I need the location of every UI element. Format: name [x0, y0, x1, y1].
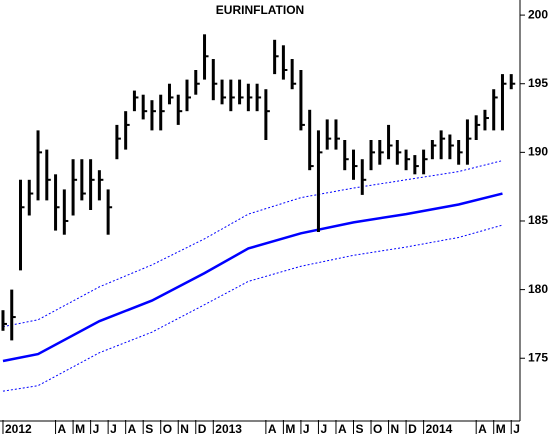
x-tick-label: J [513, 422, 520, 436]
y-tick-label: 180 [528, 282, 548, 296]
x-tick-label: M [496, 422, 506, 436]
x-tick-label: A [338, 422, 347, 436]
x-tick-label: S [145, 422, 153, 436]
y-tick-label: 185 [528, 213, 548, 227]
x-tick-label: J [303, 422, 310, 436]
y-tick-label: 175 [528, 350, 548, 364]
x-tick-label: 2014 [426, 422, 453, 436]
x-tick-label: N [180, 422, 189, 436]
x-tick-label: M [75, 422, 85, 436]
x-tick-label: O [373, 422, 382, 436]
x-tick-label: N [391, 422, 400, 436]
y-tick-label: 190 [528, 145, 548, 159]
chart-title: EURINFLATION [216, 3, 304, 17]
x-tick-label: J [110, 422, 117, 436]
x-tick-label: 2012 [5, 422, 32, 436]
envelope-line [2, 224, 503, 392]
x-tick-label: A [268, 422, 277, 436]
x-tick-label: A [58, 422, 67, 436]
x-tick-label: D [198, 422, 207, 436]
y-tick-label: 195 [528, 76, 548, 90]
x-tick-label: J [93, 422, 100, 436]
x-tick-label: S [356, 422, 364, 436]
x-tick-label: O [163, 422, 172, 436]
x-tick-label: A [478, 422, 487, 436]
x-tick-label: A [128, 422, 137, 436]
x-tick-label: 2013 [215, 422, 242, 436]
y-tick-label: 200 [528, 7, 548, 21]
envelope-line [2, 192, 503, 363]
x-tick-label: J [320, 422, 327, 436]
x-tick-label: D [408, 422, 417, 436]
x-tick-label: M [285, 422, 295, 436]
